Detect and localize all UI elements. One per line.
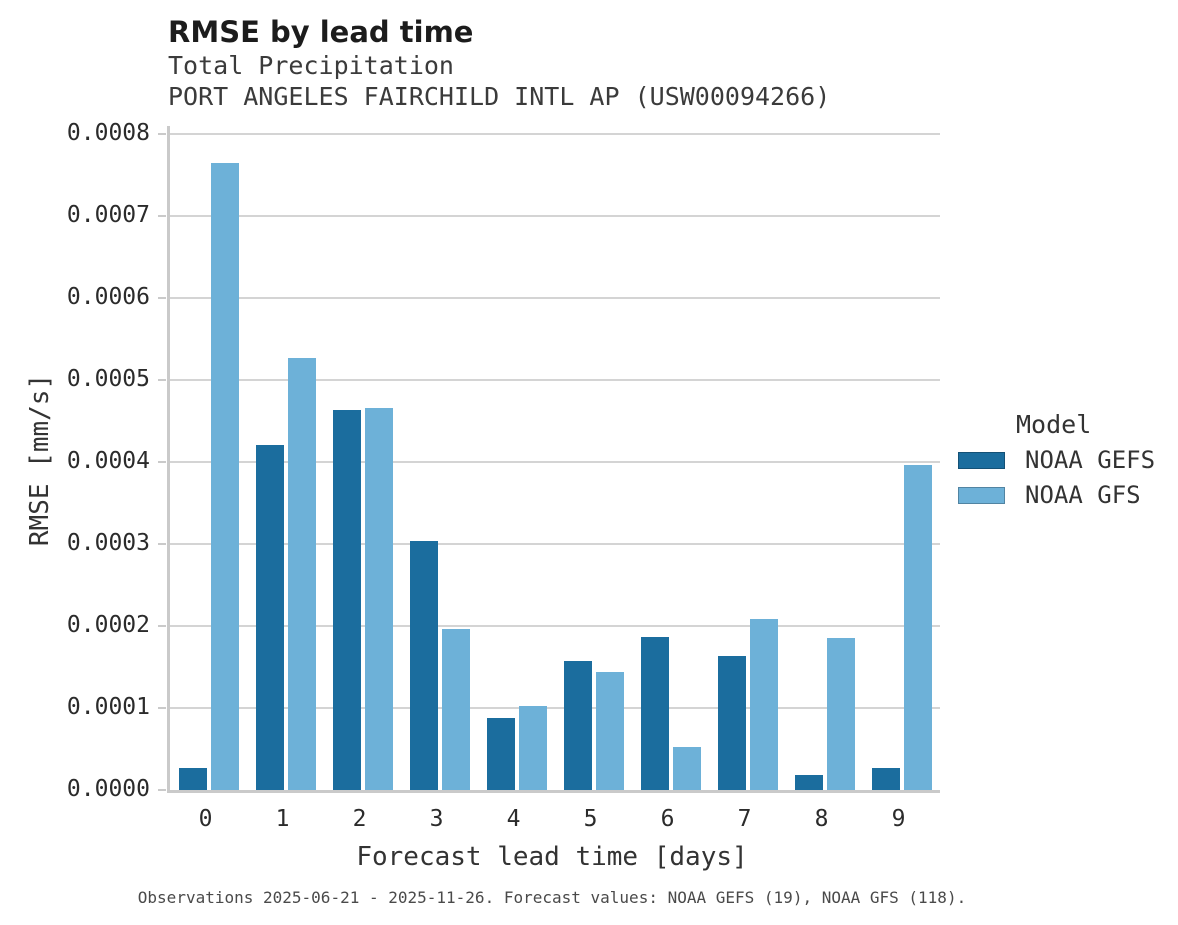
y-tick-label-0.0004: 0.0004 [66, 448, 150, 474]
gridline-0.0006 [170, 297, 940, 299]
bar-noaa-gfs-lead-9 [903, 465, 932, 790]
bar-noaa-gefs-lead-7 [717, 656, 746, 790]
y-tick-mark [158, 133, 166, 135]
legend-label-noaa-gefs: NOAA GEFS [1025, 446, 1156, 474]
bar-noaa-gefs-lead-9 [871, 767, 900, 790]
y-tick-mark [158, 379, 166, 381]
gridline-0.0002 [170, 625, 940, 627]
bar-noaa-gfs-lead-0 [210, 162, 239, 790]
y-tick-label-0.0002: 0.0002 [66, 612, 150, 638]
x-tick-label-0: 0 [198, 806, 213, 832]
chart-header: RMSE by lead time Total Precipitation PO… [168, 14, 830, 112]
bar-noaa-gfs-lead-4 [518, 706, 547, 790]
legend-item-noaa-gefs: NOAA GEFS [958, 446, 1156, 474]
y-tick-label-0.0005: 0.0005 [66, 366, 150, 392]
bar-noaa-gefs-lead-5 [563, 661, 592, 790]
legend-label-noaa-gfs: NOAA GFS [1025, 481, 1141, 509]
legend-item-noaa-gfs: NOAA GFS [958, 481, 1155, 509]
y-tick-mark [158, 625, 166, 627]
caption: Observations 2025-06-21 - 2025-11-26. Fo… [137, 888, 967, 907]
y-tick-mark [158, 543, 166, 545]
bar-noaa-gfs-lead-6 [672, 747, 701, 790]
y-tick-mark [158, 461, 166, 463]
y-tick-label-0.0008: 0.0008 [66, 120, 150, 146]
x-tick-label-3: 3 [429, 806, 444, 832]
y-tick-label-0.0007: 0.0007 [66, 202, 150, 228]
y-tick-label-0.0003: 0.0003 [66, 530, 150, 556]
y-tick-label-0.0006: 0.0006 [66, 284, 150, 310]
x-tick-label-2: 2 [352, 806, 367, 832]
gridline-0.0005 [170, 379, 940, 381]
y-tick-label-0.0000: 0.0000 [66, 776, 150, 802]
bar-noaa-gefs-lead-6 [640, 637, 669, 790]
legend: Model NOAA GEFS NOAA GFS [958, 410, 1155, 521]
x-tick-label-5: 5 [583, 806, 598, 832]
bar-noaa-gfs-lead-8 [826, 638, 855, 790]
bar-noaa-gefs-lead-4 [486, 717, 515, 790]
bar-noaa-gefs-lead-1 [255, 444, 284, 790]
gridline-0.0003 [170, 543, 940, 545]
gridline-0.0001 [170, 707, 940, 709]
gridline-0.0008 [170, 133, 940, 135]
legend-swatch-noaa-gefs [958, 451, 1005, 469]
x-tick-label-1: 1 [275, 806, 290, 832]
x-tick-label-7: 7 [737, 806, 752, 832]
chart-subtitle: Total Precipitation [168, 51, 454, 80]
legend-swatch-noaa-gfs [958, 486, 1005, 504]
y-tick-mark [158, 707, 166, 709]
bar-noaa-gfs-lead-7 [749, 619, 778, 790]
bar-noaa-gfs-lead-5 [595, 671, 624, 790]
y-tick-label-0.0001: 0.0001 [66, 694, 150, 720]
chart-station-subtitle: PORT ANGELES FAIRCHILD INTL AP (USW00094… [168, 82, 831, 111]
y-tick-mark [158, 789, 166, 791]
gridline-0.0007 [170, 215, 940, 217]
gridline-0.0004 [170, 461, 940, 463]
bar-noaa-gefs-lead-0 [178, 767, 207, 790]
x-tick-label-8: 8 [814, 806, 829, 832]
bar-noaa-gefs-lead-8 [794, 775, 823, 790]
y-tick-mark [158, 215, 166, 217]
x-axis-title: Forecast lead time [days] [356, 842, 748, 872]
plot-area [167, 126, 940, 793]
y-tick-mark [158, 297, 166, 299]
legend-title: Model [1016, 410, 1092, 439]
chart-title: RMSE by lead time [168, 15, 474, 49]
x-tick-label-9: 9 [891, 806, 906, 832]
bar-noaa-gfs-lead-2 [364, 407, 393, 790]
bar-noaa-gfs-lead-1 [287, 357, 316, 790]
x-tick-label-4: 4 [506, 806, 521, 832]
bar-noaa-gfs-lead-3 [441, 629, 470, 790]
x-tick-label-6: 6 [660, 806, 675, 832]
bar-noaa-gefs-lead-2 [332, 410, 361, 790]
bar-noaa-gefs-lead-3 [409, 540, 438, 790]
